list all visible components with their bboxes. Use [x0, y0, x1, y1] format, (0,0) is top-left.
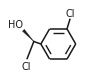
Text: Cl: Cl	[22, 62, 31, 72]
Text: Cl: Cl	[65, 9, 75, 19]
Polygon shape	[23, 29, 34, 42]
Text: HO: HO	[8, 20, 23, 30]
